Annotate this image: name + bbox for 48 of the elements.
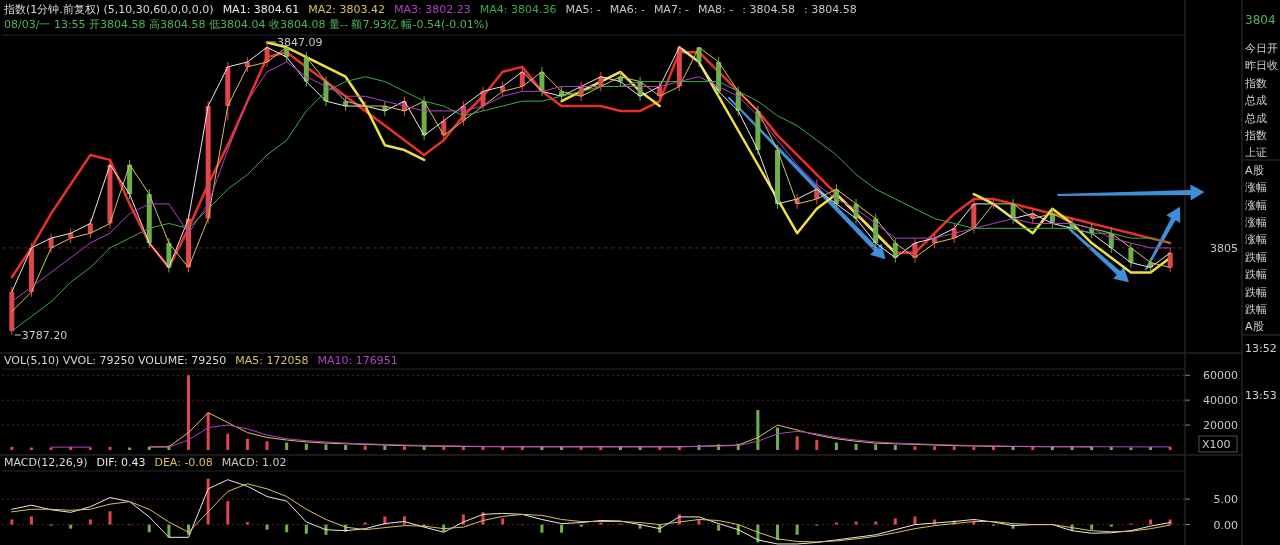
text: MA7: - <box>653 3 690 16</box>
text: 跌幅 <box>1245 268 1267 282</box>
y-axis-title: X100 <box>1202 438 1231 451</box>
text: DEA: -0.08 <box>154 456 213 469</box>
text: 13:53 <box>1245 389 1277 402</box>
text: 涨幅 <box>1245 216 1267 229</box>
text: MA6: - <box>609 3 645 16</box>
text: 上证 <box>1245 146 1267 160</box>
ref-line-label: 3805 <box>1210 241 1238 255</box>
text: 今日开 <box>1245 42 1278 55</box>
y-tick-label: 5.00 <box>1213 493 1238 507</box>
text: 涨幅 <box>1245 181 1267 195</box>
text: 昨日收 <box>1245 59 1278 73</box>
text: 总成 <box>1244 111 1267 125</box>
text: MA2: 3803.42 <box>308 3 386 16</box>
text: MA3: 3802.23 <box>394 3 471 16</box>
text: 指数 <box>1244 76 1267 90</box>
text: 指数 <box>1244 129 1267 142</box>
text: MA5: - <box>565 3 601 16</box>
annotation: 3787.20 <box>21 329 68 342</box>
text: A股 <box>1245 320 1264 334</box>
text: MACD: 1.02 <box>221 456 287 469</box>
text: 3804 <box>1245 13 1276 27</box>
text: MA1: 3804.61 <box>222 3 300 16</box>
text: : 3804.58 <box>803 3 857 16</box>
text: MA5: 172058 <box>235 354 309 367</box>
text: MA8: - <box>698 3 734 16</box>
y-tick-label: 60000 <box>1203 369 1238 383</box>
text: 总成 <box>1244 94 1267 108</box>
text: 涨幅 <box>1245 233 1267 247</box>
text: : 3804.58 <box>742 3 795 16</box>
text: 涨幅 <box>1245 198 1267 212</box>
y-tick-label: 40000 <box>1203 394 1238 408</box>
y-tick-label: 20000 <box>1203 419 1238 433</box>
text: DIF: 0.43 <box>96 456 146 469</box>
chart-title: VOL(5,10) VVOL: 79250 VOLUME: 79250 <box>4 354 227 367</box>
y-tick-label: 0.00 <box>1213 518 1238 532</box>
text: MA4: 3804.36 <box>479 3 557 16</box>
text: MA10: 176951 <box>317 354 398 367</box>
annotation: 3847.09 <box>277 36 323 49</box>
text: 跌幅 <box>1245 250 1267 264</box>
text: 13:52 <box>1245 342 1277 355</box>
chart-title: MACD(12,26,9) <box>4 456 88 469</box>
text: 跌幅 <box>1245 303 1267 316</box>
chart-subtitle: 08/03/一 13:55 开3804.58 高3804.58 低3804.04 收3804.08 量-- 额7.93亿 幅-0.54(-0.01%) <box>4 18 489 31</box>
text: 跌幅 <box>1245 285 1267 299</box>
chart-title: 指数(1分钟.前复权) (5,10,30,60,0,0,0,0) <box>3 3 214 16</box>
text: A股 <box>1245 163 1264 177</box>
